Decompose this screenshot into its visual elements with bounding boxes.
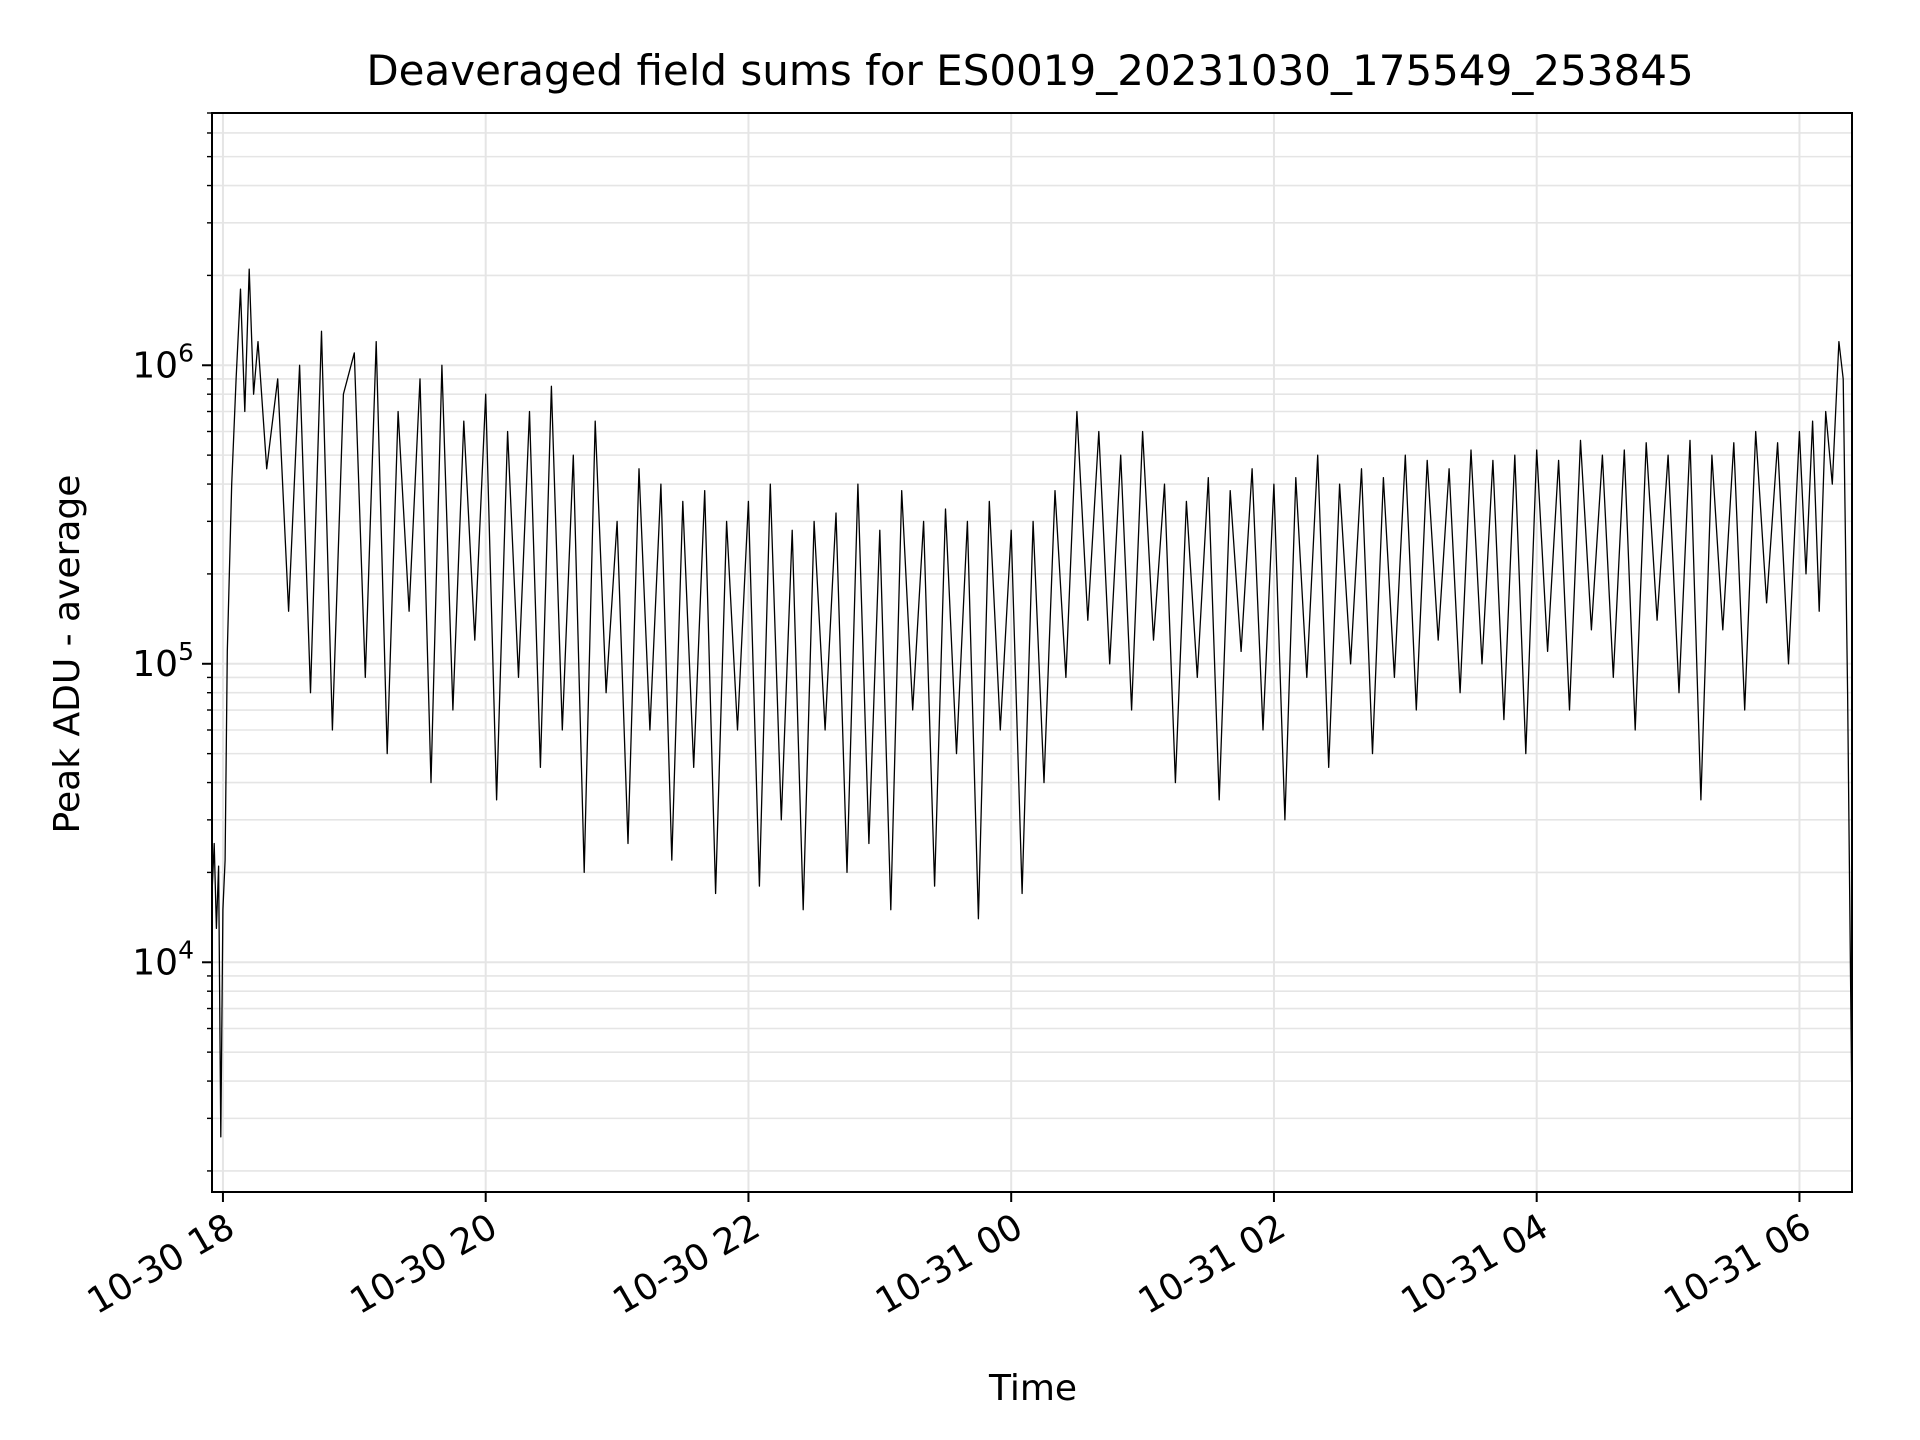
y-tick-label: 105 xyxy=(132,637,194,685)
y-tick-base: 10 xyxy=(132,942,178,983)
y-axis-label: Peak ADU - average xyxy=(47,475,88,834)
y-tick-label: 106 xyxy=(132,338,194,386)
major-gridlines xyxy=(212,113,1852,1192)
y-tick-exponent: 6 xyxy=(178,338,194,367)
x-axis-label: Time xyxy=(988,1368,1077,1409)
y-tick-base: 10 xyxy=(132,345,178,386)
y-tick-label: 104 xyxy=(132,935,194,983)
y-tick-exponent: 4 xyxy=(178,935,194,964)
plot-frame xyxy=(211,112,1853,1193)
y-tick-exponent: 5 xyxy=(178,637,194,666)
chart-title: Deaveraged field sums for ES0019_2023103… xyxy=(366,46,1693,95)
series-line xyxy=(211,268,1853,1138)
y-tick-base: 10 xyxy=(132,644,178,685)
